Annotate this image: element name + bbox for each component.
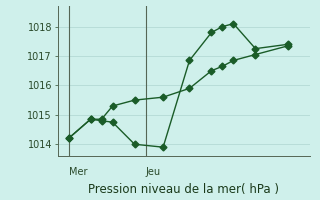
Text: Mer: Mer: [68, 167, 87, 177]
Text: Pression niveau de la mer( hPa ): Pression niveau de la mer( hPa ): [89, 183, 279, 196]
Text: Jeu: Jeu: [146, 167, 161, 177]
